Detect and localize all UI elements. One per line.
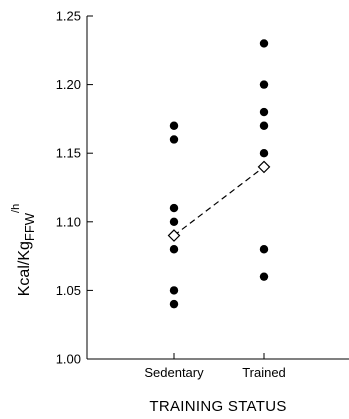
y-axis-title: Kcal/KgFFW/h <box>10 204 37 296</box>
x-axis: Sedentary Trained <box>87 353 349 380</box>
data-point <box>169 121 179 130</box>
data-point <box>169 245 179 254</box>
y-tick-label: 1.15 <box>56 146 81 161</box>
data-point <box>259 121 269 130</box>
y-tick-label: 1.00 <box>56 352 81 367</box>
data-point <box>259 39 269 48</box>
data-point <box>169 135 179 144</box>
data-point <box>169 217 179 226</box>
y-tick-label: 1.05 <box>56 283 81 298</box>
data-point <box>259 107 269 117</box>
mean-line <box>173 166 265 236</box>
y-tick-label: 1.25 <box>56 9 81 24</box>
y-axis: 1.00 1.05 1.10 1.15 1.20 1.25 <box>56 9 93 367</box>
data-marks <box>167 39 271 309</box>
x-tick-label: Trained <box>242 365 286 380</box>
y-tick-label: 1.10 <box>56 214 81 229</box>
data-point <box>259 80 269 89</box>
y-axis-title-subscript: FFW <box>22 212 37 241</box>
y-axis-title-base: Kcal/Kg <box>16 241 33 296</box>
y-axis-title-superscript: /h <box>10 204 22 213</box>
data-point <box>259 149 269 158</box>
data-point <box>169 286 179 295</box>
data-point <box>169 299 179 309</box>
mean-point <box>257 160 271 174</box>
y-tick-label: 1.20 <box>56 77 81 92</box>
data-point <box>259 272 269 281</box>
x-axis-title: TRAINING STATUS <box>149 398 286 415</box>
data-point <box>259 245 269 254</box>
data-point <box>169 203 179 213</box>
mean-point <box>167 229 181 242</box>
x-tick-label: Sedentary <box>144 365 204 380</box>
